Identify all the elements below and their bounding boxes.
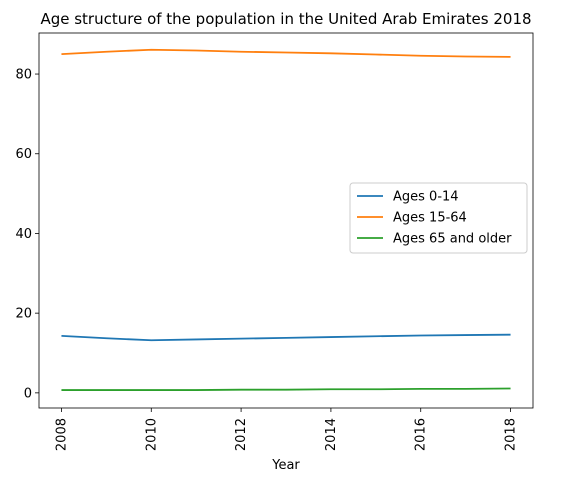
- x-tick-label: 2014: [324, 418, 339, 451]
- y-axis: 0 20 40 60 80: [15, 68, 39, 401]
- x-tick-label: 2018: [504, 418, 519, 451]
- y-tick-label: 40: [15, 227, 32, 242]
- legend-label: Ages 0-14: [393, 190, 459, 205]
- y-tick-label: 60: [15, 147, 32, 162]
- x-tick-label: 2016: [414, 418, 429, 451]
- series-line-0: [61, 333, 511, 342]
- y-tick-label: 0: [24, 386, 32, 401]
- legend-label: Ages 65 and older: [393, 232, 512, 247]
- x-tick-label: 2010: [144, 418, 159, 451]
- plot-frame: [38, 32, 534, 409]
- x-tick-label: 2012: [234, 418, 249, 451]
- chart-title: Age structure of the population in the U…: [40, 10, 531, 28]
- legend: Ages 0-14 Ages 15-64 Ages 65 and older: [349, 182, 528, 254]
- x-axis: 2008 2010 2012 2014 2016 2018: [54, 408, 519, 451]
- series-line-1: [61, 48, 511, 58]
- x-axis-label: Year: [271, 458, 300, 473]
- plot-lines: [61, 48, 511, 391]
- series-line-2: [61, 387, 511, 391]
- legend-label: Ages 15-64: [393, 211, 467, 226]
- legend-box: [349, 182, 528, 254]
- x-tick-label: 2008: [54, 418, 69, 451]
- y-tick-label: 80: [15, 68, 32, 83]
- y-tick-label: 20: [15, 307, 32, 322]
